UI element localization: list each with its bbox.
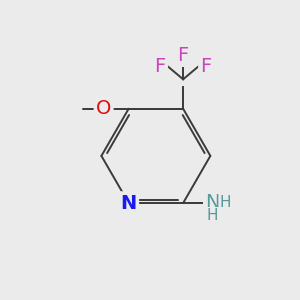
- Text: O: O: [96, 99, 111, 118]
- Text: F: F: [178, 46, 189, 64]
- Text: H: H: [207, 208, 218, 223]
- Text: F: F: [154, 57, 166, 76]
- Text: H: H: [220, 195, 231, 210]
- Text: N: N: [205, 193, 220, 212]
- Text: F: F: [200, 57, 212, 76]
- Text: N: N: [121, 194, 137, 213]
